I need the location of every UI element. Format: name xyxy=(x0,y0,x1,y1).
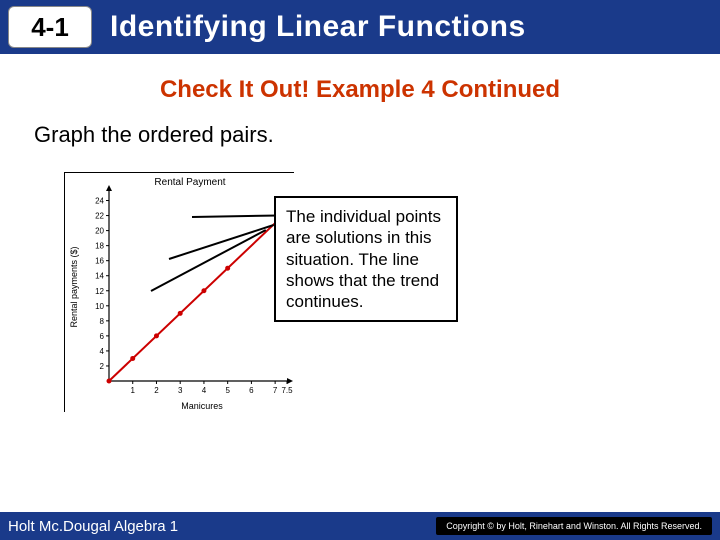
svg-text:2: 2 xyxy=(100,362,105,371)
header-bar: 4-1 Identifying Linear Functions xyxy=(0,0,720,54)
svg-text:12: 12 xyxy=(95,287,104,296)
svg-text:20: 20 xyxy=(95,227,104,236)
svg-text:4: 4 xyxy=(100,347,105,356)
section-number-badge: 4-1 xyxy=(8,6,92,48)
svg-text:7: 7 xyxy=(273,386,278,395)
svg-text:Manicures: Manicures xyxy=(181,401,223,411)
svg-text:14: 14 xyxy=(95,272,104,281)
svg-text:22: 22 xyxy=(95,212,104,221)
svg-text:10: 10 xyxy=(95,302,104,311)
footer-bar: Holt Mc.Dougal Algebra 1 Copyright © by … xyxy=(0,512,720,540)
content-area: Rental Payment24681012141618202224123456… xyxy=(64,172,720,452)
callout-box: The individual points are solutions in t… xyxy=(274,196,458,322)
rental-payment-chart: Rental Payment24681012141618202224123456… xyxy=(65,173,295,413)
svg-text:6: 6 xyxy=(249,386,254,395)
svg-text:4: 4 xyxy=(202,386,207,395)
textbook-label: Holt Mc.Dougal Algebra 1 xyxy=(8,518,178,535)
page-title: Identifying Linear Functions xyxy=(110,10,526,44)
svg-text:2: 2 xyxy=(154,386,159,395)
svg-text:24: 24 xyxy=(95,197,104,206)
svg-text:8: 8 xyxy=(100,317,105,326)
svg-text:18: 18 xyxy=(95,242,104,251)
svg-text:Rental payments ($): Rental payments ($) xyxy=(69,246,79,327)
section-number: 4-1 xyxy=(31,12,69,43)
svg-text:1: 1 xyxy=(131,386,136,395)
svg-text:7.5: 7.5 xyxy=(281,386,293,395)
chart-panel: Rental Payment24681012141618202224123456… xyxy=(64,172,294,412)
svg-text:6: 6 xyxy=(100,332,105,341)
example-subtitle: Check It Out! Example 4 Continued xyxy=(0,76,720,104)
callout-text: The individual points are solutions in t… xyxy=(286,207,441,311)
svg-text:16: 16 xyxy=(95,257,104,266)
svg-text:Rental Payment: Rental Payment xyxy=(154,177,225,188)
instruction-text: Graph the ordered pairs. xyxy=(34,122,720,148)
copyright-label: Copyright © by Holt, Rinehart and Winsto… xyxy=(436,517,712,535)
svg-text:5: 5 xyxy=(225,386,230,395)
svg-text:3: 3 xyxy=(178,386,183,395)
